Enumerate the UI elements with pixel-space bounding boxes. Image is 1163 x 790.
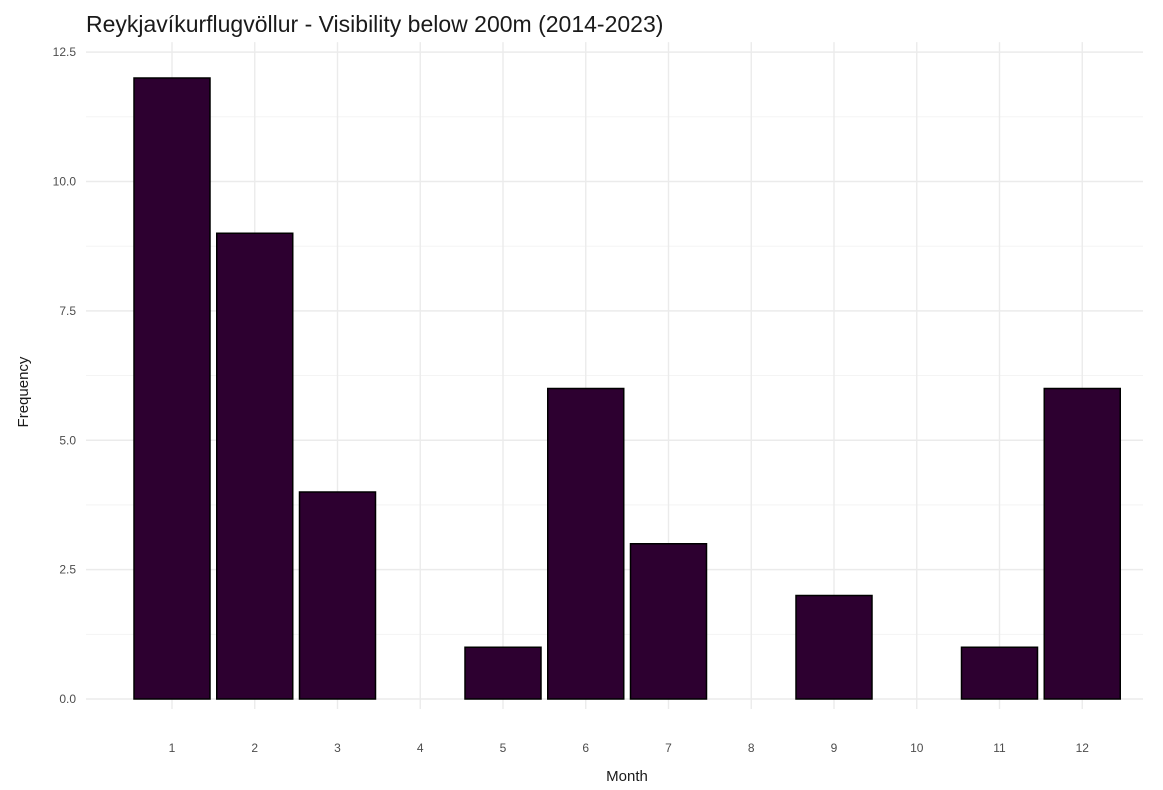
- bars: [133, 77, 1121, 700]
- x-tick-label: 7: [665, 741, 672, 755]
- x-tick-label: 3: [334, 741, 341, 755]
- bar-month-7: [629, 543, 708, 700]
- y-tick-label: 0.0: [59, 692, 76, 706]
- x-tick-label: 8: [748, 741, 755, 755]
- x-tick-label: 1: [169, 741, 176, 755]
- x-tick-label: 9: [831, 741, 838, 755]
- x-tick-label: 4: [417, 741, 424, 755]
- x-axis-title: Month: [606, 768, 648, 785]
- bar-month-12: [1043, 387, 1121, 700]
- bar-month-1: [133, 77, 211, 700]
- x-tick-label: 10: [910, 741, 924, 755]
- bar-month-3: [298, 491, 377, 700]
- bar-month-2: [216, 232, 294, 700]
- bar-month-9: [795, 594, 873, 700]
- x-tick-label: 11: [993, 741, 1006, 755]
- y-tick-label: 10.0: [53, 175, 77, 189]
- bar-month-11: [960, 646, 1039, 700]
- x-tick-label: 2: [251, 741, 258, 755]
- y-axis-tick-labels: 0.0 2.5 5.0 7.5 10.0 12.5: [53, 45, 77, 706]
- y-tick-label: 7.5: [59, 304, 76, 318]
- x-tick-label: 5: [500, 741, 507, 755]
- y-axis-title: Frequency: [15, 356, 32, 427]
- chart-title: Reykjavíkurflugvöllur - Visibility below…: [86, 11, 663, 37]
- bar-month-6: [547, 387, 625, 700]
- bar-month-5: [464, 646, 542, 700]
- y-tick-label: 2.5: [59, 563, 76, 577]
- x-axis-tick-labels: 1 2 3 4 5 6 7 8 9 10 11 12: [169, 741, 1090, 755]
- x-tick-label: 12: [1076, 741, 1090, 755]
- y-tick-label: 5.0: [59, 433, 76, 447]
- y-tick-label: 12.5: [53, 45, 77, 59]
- x-tick-label: 6: [582, 741, 589, 755]
